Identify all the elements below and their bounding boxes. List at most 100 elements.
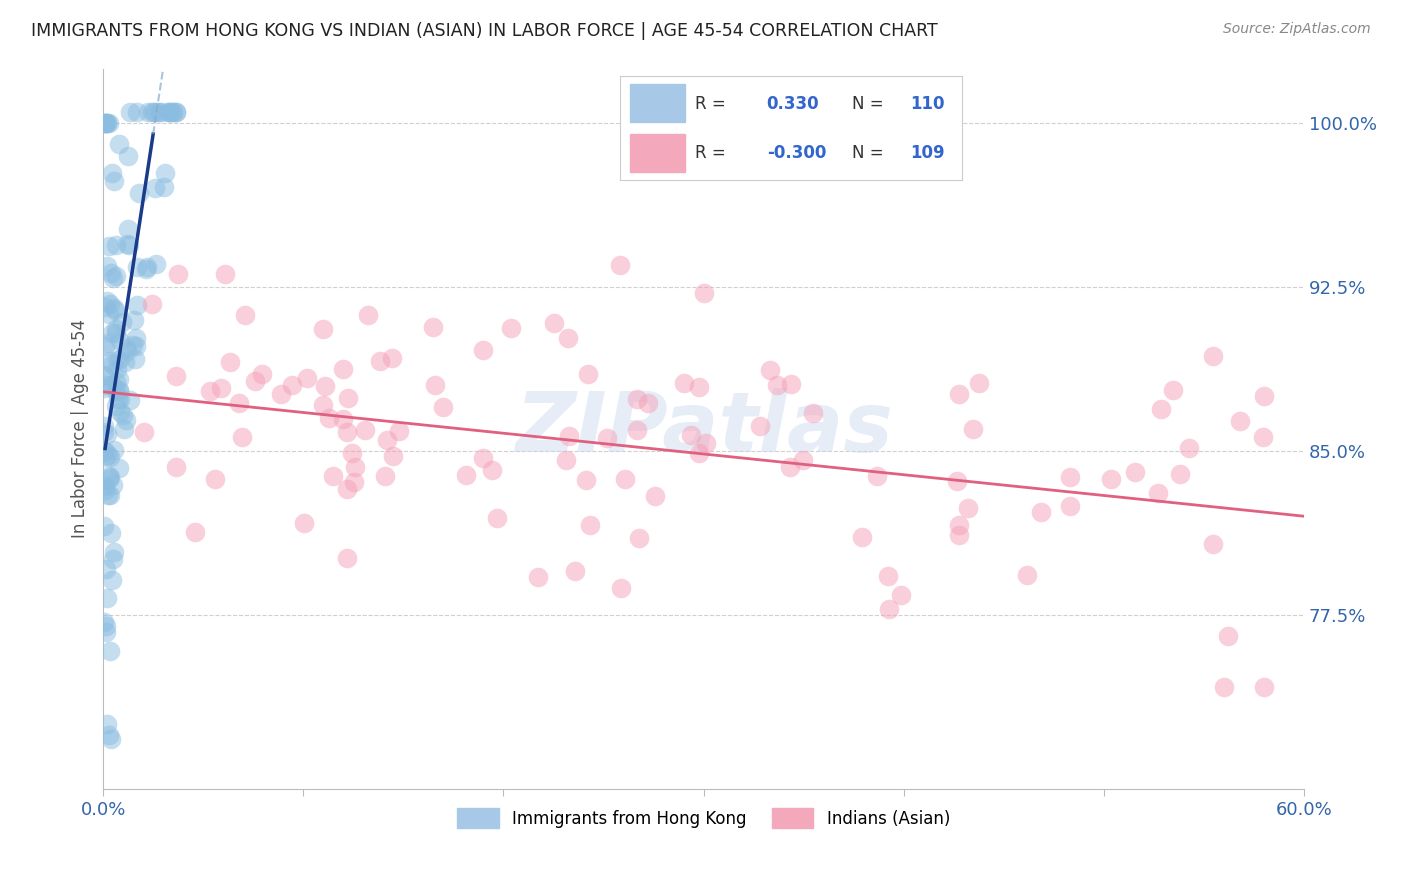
Point [98, 354, 121, 368]
Point [318, 411, 340, 425]
Point [153, 179, 176, 194]
Point [117, 149, 139, 163]
Point [335, 551, 357, 566]
Point [576, 368, 599, 382]
Point [209, 381, 232, 395]
Point [759, 363, 782, 377]
Point [98, 470, 121, 484]
Point [1099, 471, 1122, 485]
Point [104, 399, 127, 413]
Point [281, 377, 304, 392]
Point [125, 298, 148, 312]
Point [879, 602, 901, 616]
Point [101, 478, 124, 492]
Point [1168, 467, 1191, 481]
Point [749, 419, 772, 434]
Point [96, 294, 118, 309]
Point [148, 105, 170, 120]
Point [94, 445, 117, 459]
Point [96, 116, 118, 130]
Point [673, 376, 696, 391]
Point [1177, 442, 1199, 456]
Point [136, 260, 159, 274]
Point [100, 378, 122, 392]
Point [104, 326, 127, 340]
Point [94, 619, 117, 633]
Point [94, 116, 117, 130]
Point [337, 391, 360, 405]
Point [159, 105, 181, 120]
Point [135, 261, 157, 276]
Point [94, 479, 117, 493]
Point [94, 339, 117, 353]
Point [115, 412, 138, 426]
Point [98, 472, 121, 486]
Point [336, 483, 359, 497]
Point [100, 731, 122, 746]
Point [93, 425, 115, 440]
Point [98, 239, 121, 253]
Point [141, 297, 163, 311]
Point [499, 320, 522, 334]
Point [103, 174, 125, 188]
Point [543, 316, 565, 330]
Point [104, 302, 127, 317]
Point [108, 136, 131, 151]
Point [104, 238, 127, 252]
Point [100, 525, 122, 540]
Text: IMMIGRANTS FROM HONG KONG VS INDIAN (ASIAN) IN LABOR FORCE | AGE 45-54 CORRELATI: IMMIGRANTS FROM HONG KONG VS INDIAN (ASI… [31, 22, 938, 40]
Point [117, 222, 139, 236]
Point [228, 396, 250, 410]
Point [162, 105, 184, 120]
Point [100, 326, 122, 341]
Point [423, 378, 446, 392]
Point [332, 362, 354, 376]
Point [340, 445, 363, 459]
Point [125, 260, 148, 274]
Point [93, 615, 115, 629]
Point [111, 315, 134, 329]
Point [336, 425, 359, 439]
Point [626, 392, 648, 406]
Point [167, 267, 190, 281]
Point [94, 561, 117, 575]
Point [766, 378, 789, 392]
Point [114, 342, 136, 356]
Point [610, 581, 633, 595]
Point [93, 519, 115, 533]
Point [688, 380, 710, 394]
Point [103, 545, 125, 559]
Point [381, 449, 404, 463]
Point [357, 308, 380, 322]
Point [108, 384, 131, 398]
Point [145, 257, 167, 271]
Point [100, 573, 122, 587]
Point [98, 643, 121, 657]
Point [108, 334, 131, 349]
Point [250, 367, 273, 381]
Point [103, 551, 125, 566]
Point [103, 271, 125, 285]
Y-axis label: In Labor Force | Age 45-54: In Labor Force | Age 45-54 [72, 319, 89, 539]
Point [579, 518, 602, 533]
Point [245, 374, 267, 388]
Point [627, 531, 650, 545]
Point [103, 442, 125, 457]
Point [115, 237, 138, 252]
Point [114, 355, 136, 369]
Point [105, 321, 128, 335]
Point [165, 459, 187, 474]
Point [454, 468, 477, 483]
Point [97, 448, 120, 462]
Point [105, 362, 128, 376]
Point [792, 453, 814, 467]
Point [101, 166, 124, 180]
Point [596, 431, 619, 445]
Point [1059, 500, 1081, 514]
Point [343, 459, 366, 474]
Point [96, 259, 118, 273]
Point [1213, 680, 1236, 694]
Point [314, 379, 336, 393]
Point [214, 267, 236, 281]
Point [1161, 383, 1184, 397]
